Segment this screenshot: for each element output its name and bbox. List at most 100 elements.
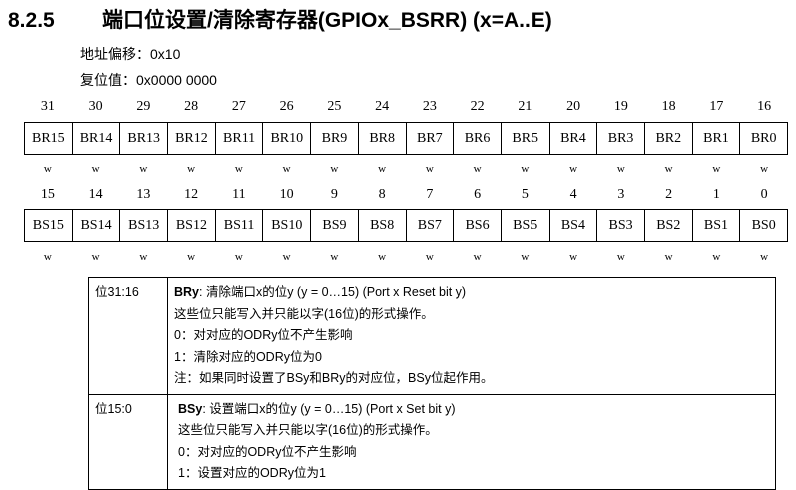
desc-line: 这些位只能写入并只能以字(16位)的形式操作。 (174, 306, 434, 321)
bit-cell: w (616, 251, 625, 263)
bit-cell: 5 (521, 187, 529, 202)
bit-cell: BS13 (120, 210, 169, 241)
bit-cell: 1 (712, 187, 720, 202)
desc-line: 1：设置对应的ODRy位为1 (178, 466, 326, 480)
bit-cell: BS0 (751, 217, 776, 233)
bit-cell: 24 (375, 99, 390, 114)
bit-cell: 10 (279, 187, 294, 202)
bit-cell: BR4 (550, 123, 598, 154)
desc-line: 0：对对应的ODRy位不产生影响 (178, 444, 357, 459)
bit-cell: 28 (184, 99, 199, 114)
bit-cell: w (664, 251, 673, 263)
desc-line: 注：如果同时设置了BSy和BRy的对应位，BSy位起作用。 (174, 371, 494, 385)
bit-cell: w (187, 251, 196, 263)
bit-cell: BR9 (311, 123, 359, 154)
bit-cell: BS5 (502, 210, 550, 241)
bit-cell: w (712, 163, 721, 175)
bit-cell: w (330, 163, 339, 175)
bit-cell: BR11 (216, 123, 264, 154)
bit-cell: w (139, 163, 148, 175)
bit-cell: w (91, 251, 100, 263)
bit-cell: w (473, 251, 482, 263)
field-heading: : 清除端口x的位y (y = 0…15) (Port x Reset bit … (199, 285, 467, 299)
bit-cell: w (378, 251, 387, 263)
bit-cell: BR15 (25, 123, 73, 154)
table-row: 位15:0 BSy: 设置端口x的位y (y = 0…15) (Port x S… (88, 393, 776, 490)
bit-cell: 14 (88, 187, 103, 202)
bit-cell: 13 (136, 187, 151, 202)
table-row: 位31:16 BRy: 清除端口x的位y (y = 0…15) (Port x … (88, 277, 776, 395)
bit-cell: 22 (470, 99, 485, 114)
bit-cell: w (473, 163, 482, 175)
bit-cell: 29 (136, 99, 151, 114)
bit-cell: 16 (757, 99, 772, 114)
bit-cell: 19 (613, 99, 628, 114)
bit-cell: BR1 (693, 123, 741, 154)
desc-line: 1：清除对应的ODRy位为0 (174, 349, 322, 364)
bit-cell: 15 (40, 187, 55, 202)
bit-cell: w (616, 163, 625, 175)
bit-cell: 27 (231, 99, 246, 114)
bit-range: 位15:0 (88, 393, 168, 490)
bit-cell: 31 (40, 99, 55, 114)
bit-cell: BR3 (597, 123, 645, 154)
field-description-table: 位31:16 BRy: 清除端口x的位y (y = 0…15) (Port x … (88, 277, 776, 490)
bit-cell: BR14 (73, 123, 121, 154)
section-number: 8.2.5 (8, 9, 55, 32)
bit-cell: 30 (88, 99, 103, 114)
bit-cell: 3 (617, 187, 625, 202)
bit-cell: w (187, 163, 196, 175)
bit-cell: w (425, 251, 434, 263)
section-title: 8.2.5 端口位设置/清除寄存器(GPIOx_BSRR) (x=A..E) (8, 4, 552, 34)
bit-cell: BS4 (550, 210, 598, 241)
bit-cell: w (569, 163, 578, 175)
bit-cell: w (521, 251, 530, 263)
bit-cell: BS12 (168, 210, 216, 241)
bit-cell: BR6 (454, 123, 502, 154)
bit-cell: w (91, 163, 100, 175)
bit-cell: w (43, 163, 52, 175)
bit-cell: BR2 (645, 123, 693, 154)
bit-cell: BR7 (407, 123, 455, 154)
bit-cell: 25 (327, 99, 342, 114)
upper-register-fields: BR15 BR14 BR13 BR12 BR11 BR10 BR9 BR8 BR7 BR6 BR5 B… (24, 122, 788, 155)
bit-cell: 20 (566, 99, 581, 114)
bit-cell: BR8 (359, 123, 407, 154)
field-description: BRy: 清除端口x的位y (y = 0…15) (Port x Reset b… (167, 277, 776, 395)
desc-line: 这些位只能写入并只能以字(16位)的形式操作。 (178, 423, 438, 437)
bit-cell: BS14 (73, 210, 121, 241)
bit-cell: w (760, 163, 769, 175)
bit-cell: 23 (422, 99, 437, 114)
bit-cell: BR5 (502, 123, 550, 154)
bit-cell: 12 (184, 187, 199, 202)
bit-cell: 21 (518, 99, 533, 114)
bit-cell: 11 (232, 187, 246, 202)
bit-cell: BS3 (597, 210, 645, 241)
bit-cell: w (282, 163, 291, 175)
bit-cell: 7 (426, 187, 434, 202)
field-description: BSy: 设置端口x的位y (y = 0…15) (Port x Set bit… (167, 393, 776, 490)
bit-cell: BR10 (263, 123, 312, 154)
bit-cell: 8 (378, 187, 386, 202)
bit-cell: BS7 (407, 210, 455, 241)
bit-cell: w (760, 251, 769, 263)
bit-cell: w (521, 163, 530, 175)
bit-cell: BS9 (311, 210, 359, 241)
bit-range: 位31:16 (88, 277, 168, 395)
bit-cell: w (43, 251, 52, 263)
bit-cell: BR12 (168, 123, 216, 154)
bit-cell: w (234, 251, 243, 263)
bit-cell: BS2 (645, 210, 693, 241)
bit-cell: w (234, 163, 243, 175)
address-offset: 地址偏移：0x10 (80, 46, 181, 62)
field-name: BSy (178, 401, 203, 416)
bit-cell: BR13 (120, 123, 169, 154)
bit-cell: 0 (760, 187, 768, 202)
bit-cell: BS8 (359, 210, 407, 241)
field-heading: : 设置端口x的位y (y = 0…15) (Port x Set bit y) (202, 401, 456, 416)
lower-bit-numbers: 15 14 13 12 11 10 9 8 7 6 5 4 3 2 1 0 (24, 187, 788, 203)
bit-cell: 17 (709, 99, 724, 114)
field-name: BRy (174, 285, 200, 299)
